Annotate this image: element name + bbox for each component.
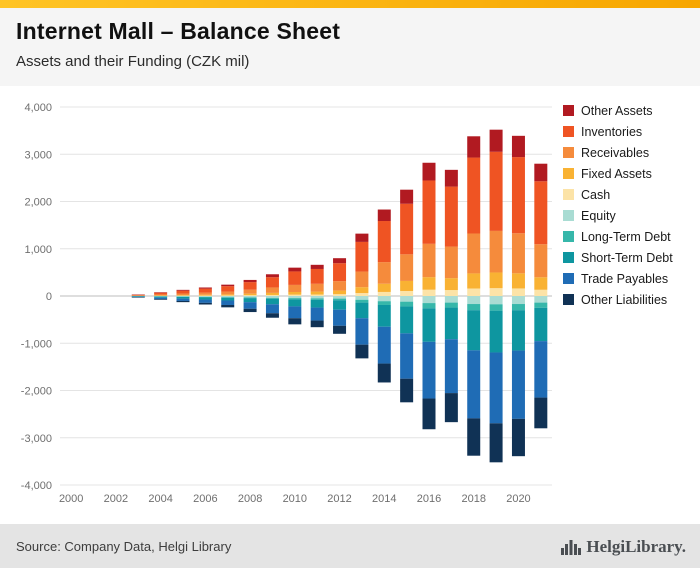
svg-text:2004: 2004 bbox=[148, 493, 172, 505]
svg-text:4,000: 4,000 bbox=[24, 102, 52, 114]
svg-text:3,000: 3,000 bbox=[24, 149, 52, 161]
legend-swatch bbox=[563, 252, 574, 263]
legend-item: Inventories bbox=[563, 121, 697, 142]
legend-label: Inventories bbox=[581, 124, 643, 139]
legend-item: Cash bbox=[563, 184, 697, 205]
legend-swatch bbox=[563, 189, 574, 200]
legend-swatch bbox=[563, 294, 574, 305]
legend-label: Fixed Assets bbox=[581, 166, 652, 181]
legend-item: Other Assets bbox=[563, 100, 697, 121]
chart-svg: -4,000 -3,000 -2,000 -1,000 0 1,000 2,000 3,000… bbox=[21, 102, 552, 505]
helgi-logo: HelgiLibrary. bbox=[561, 538, 686, 555]
svg-text:1,000: 1,000 bbox=[24, 244, 52, 256]
svg-text:2,000: 2,000 bbox=[24, 197, 52, 209]
svg-text:2018: 2018 bbox=[461, 493, 485, 505]
svg-text:2002: 2002 bbox=[104, 493, 128, 505]
page-subtitle: Assets and their Funding (CZK mil) bbox=[16, 53, 250, 70]
svg-text:2008: 2008 bbox=[238, 493, 262, 505]
top-accent-bar bbox=[0, 0, 700, 8]
svg-text:2000: 2000 bbox=[59, 493, 83, 505]
legend-item: Other Liabilities bbox=[563, 289, 697, 310]
legend-label: Equity bbox=[581, 208, 616, 223]
legend-label: Short-Term Debt bbox=[581, 250, 673, 265]
svg-text:2014: 2014 bbox=[372, 493, 396, 505]
svg-text:-3,000: -3,000 bbox=[21, 433, 52, 445]
legend-item: Fixed Assets bbox=[563, 163, 697, 184]
legend-label: Receivables bbox=[581, 145, 650, 160]
legend-item: Short-Term Debt bbox=[563, 247, 697, 268]
header: Internet Mall – Balance Sheet Assets and… bbox=[0, 8, 700, 86]
helgi-logo-icon bbox=[561, 539, 582, 555]
svg-text:-2,000: -2,000 bbox=[21, 386, 52, 398]
legend-label: Other Liabilities bbox=[581, 292, 668, 307]
svg-text:-1,000: -1,000 bbox=[21, 338, 52, 350]
svg-text:2010: 2010 bbox=[283, 493, 307, 505]
legend-item: Long-Term Debt bbox=[563, 226, 697, 247]
legend-swatch bbox=[563, 168, 574, 179]
legend-item: Trade Payables bbox=[563, 268, 697, 289]
legend-swatch bbox=[563, 273, 574, 284]
svg-text:-4,000: -4,000 bbox=[21, 480, 52, 492]
legend-swatch bbox=[563, 126, 574, 137]
helgi-logo-text: HelgiLibrary. bbox=[586, 536, 686, 556]
svg-text:2016: 2016 bbox=[417, 493, 441, 505]
legend: Other Assets Inventories Receivables Fixed … bbox=[563, 100, 697, 310]
source-text: Source: Company Data, Helgi Library bbox=[16, 538, 232, 554]
footer: Source: Company Data, Helgi Library Helg… bbox=[0, 524, 700, 568]
legend-label: Long-Term Debt bbox=[581, 229, 671, 244]
legend-swatch bbox=[563, 210, 574, 221]
legend-label: Cash bbox=[581, 187, 611, 202]
legend-label: Trade Payables bbox=[581, 271, 669, 286]
legend-swatch bbox=[563, 105, 574, 116]
legend-item: Equity bbox=[563, 205, 697, 226]
legend-swatch bbox=[563, 231, 574, 242]
svg-text:2020: 2020 bbox=[506, 493, 530, 505]
chart: -4,000 -3,000 -2,000 -1,000 0 1,000 2,000 3,000… bbox=[0, 86, 700, 524]
legend-label: Other Assets bbox=[581, 103, 653, 118]
page-title: Internet Mall – Balance Sheet bbox=[16, 18, 341, 44]
svg-text:2006: 2006 bbox=[193, 493, 217, 505]
svg-text:2012: 2012 bbox=[327, 493, 351, 505]
legend-item: Receivables bbox=[563, 142, 697, 163]
legend-swatch bbox=[563, 147, 574, 158]
svg-text:0: 0 bbox=[46, 291, 52, 303]
